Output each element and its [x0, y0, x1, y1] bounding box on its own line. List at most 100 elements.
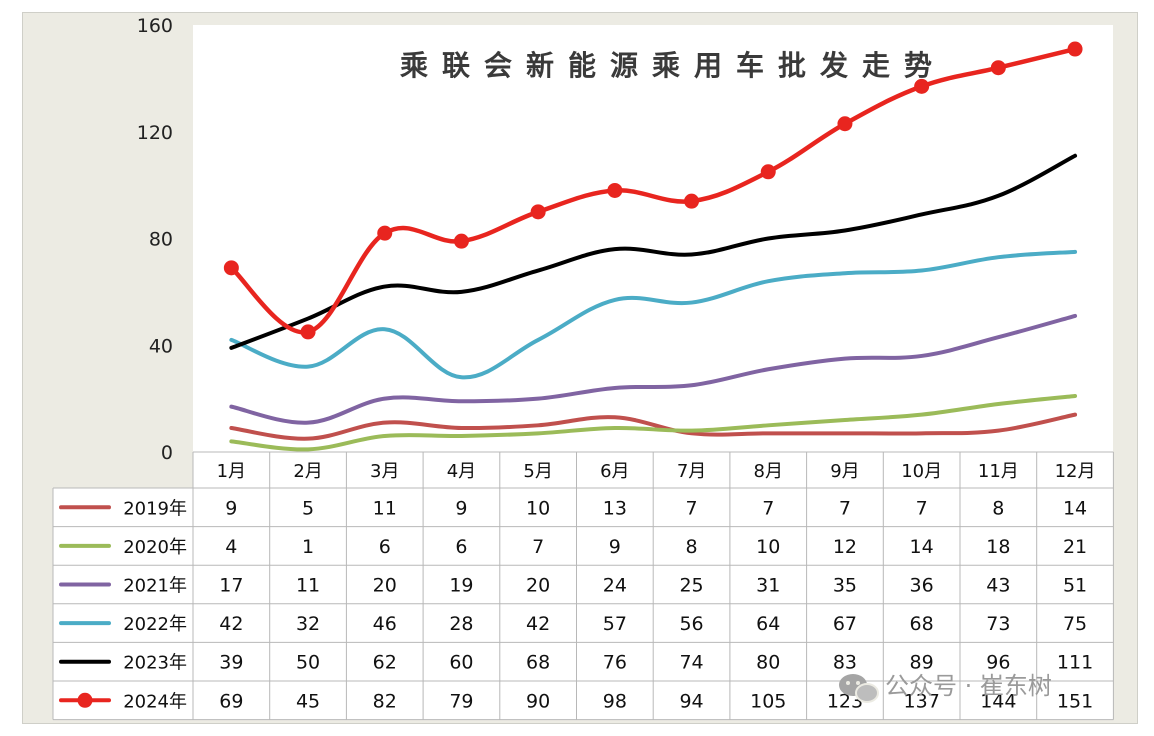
- category-label: 6月: [600, 461, 629, 482]
- data-label: 11: [296, 575, 320, 597]
- data-label: 64: [756, 613, 780, 635]
- data-label: 10: [756, 536, 780, 558]
- data-label: 7: [762, 497, 774, 519]
- series-line: [229, 153, 1078, 350]
- series-2023年: [229, 153, 1078, 350]
- data-label: 19: [449, 575, 473, 597]
- category-label: 10月: [901, 461, 942, 482]
- series-2020年: [229, 393, 1078, 452]
- data-label: 7: [686, 497, 698, 519]
- y-tick-label: 80: [149, 229, 173, 251]
- data-label: 51: [1063, 575, 1087, 597]
- data-label: 83: [833, 652, 857, 674]
- data-label: 151: [1057, 690, 1093, 712]
- data-label: 137: [904, 690, 940, 712]
- data-label: 11: [373, 497, 397, 519]
- series-line: [229, 412, 1078, 441]
- series-2022年: [229, 249, 1078, 380]
- legend-marker: [77, 692, 93, 708]
- data-label: 60: [449, 652, 473, 674]
- series-2021年: [229, 313, 1078, 425]
- data-label: 89: [910, 652, 934, 674]
- data-label: 45: [296, 690, 320, 712]
- data-label: 90: [526, 690, 550, 712]
- category-label: 11月: [978, 461, 1019, 482]
- data-label: 20: [526, 575, 550, 597]
- category-label: 7月: [677, 461, 706, 482]
- data-label: 68: [526, 652, 550, 674]
- chart-frame: 乘联会新能源乘用车批发走势 0 40 80 120 160 1月 2月 3月 4月 5月 6月 7月…: [22, 12, 1138, 724]
- data-label: 76: [603, 652, 627, 674]
- data-label: 9: [225, 497, 237, 519]
- data-label: 31: [756, 575, 780, 597]
- data-label: 5: [302, 497, 314, 519]
- data-label: 50: [296, 652, 320, 674]
- y-tick-label: 120: [137, 122, 173, 144]
- data-label: 56: [679, 613, 703, 635]
- data-label: 82: [373, 690, 397, 712]
- data-label: 98: [603, 690, 627, 712]
- category-label: 4月: [447, 461, 476, 482]
- data-point: [684, 193, 700, 209]
- series-label: 2021年: [123, 576, 187, 597]
- data-label: 144: [980, 690, 1016, 712]
- data-label: 39: [219, 652, 243, 674]
- y-tick-label: 0: [161, 442, 173, 464]
- series-label: 2019年: [123, 498, 187, 519]
- data-label: 13: [603, 497, 627, 519]
- data-label: 25: [679, 575, 703, 597]
- data-point: [837, 116, 853, 132]
- data-label: 69: [219, 690, 243, 712]
- data-point: [377, 225, 393, 241]
- data-label: 9: [609, 536, 621, 558]
- chart-title: 乘联会新能源乘用车批发走势: [400, 49, 946, 82]
- data-label: 46: [373, 613, 397, 635]
- data-label: 9: [455, 497, 467, 519]
- data-point: [300, 324, 316, 340]
- data-label: 21: [1063, 536, 1087, 558]
- category-label: 3月: [370, 461, 399, 482]
- watermark-text: 公众号 · 崔东树: [885, 672, 1052, 700]
- data-label: 20: [373, 575, 397, 597]
- plot-area: [193, 25, 1113, 452]
- data-label: 32: [296, 613, 320, 635]
- category-label: 12月: [1055, 461, 1096, 482]
- data-point: [453, 233, 469, 249]
- data-label: 6: [455, 536, 467, 558]
- data-label: 94: [679, 690, 703, 712]
- data-label: 42: [219, 613, 243, 635]
- data-label: 7: [839, 497, 851, 519]
- data-label: 57: [603, 613, 627, 635]
- data-label: 105: [750, 690, 786, 712]
- data-point: [607, 182, 623, 198]
- data-point: [223, 260, 239, 276]
- series-2024年: [223, 41, 1083, 340]
- series-label: 2023年: [123, 653, 187, 674]
- data-label: 8: [992, 497, 1004, 519]
- data-label: 28: [449, 613, 473, 635]
- data-label: 96: [986, 652, 1010, 674]
- data-label: 1: [302, 536, 314, 558]
- data-label: 73: [986, 613, 1010, 635]
- data-label: 79: [449, 690, 473, 712]
- category-label: 8月: [754, 461, 783, 482]
- category-label: 5月: [523, 461, 552, 482]
- series-label: 2020年: [123, 537, 187, 558]
- data-label: 67: [833, 613, 857, 635]
- series-line: [229, 313, 1078, 425]
- data-label: 14: [1063, 497, 1087, 519]
- data-label: 111: [1057, 652, 1093, 674]
- data-label: 24: [603, 575, 627, 597]
- series-label: 2022年: [123, 614, 187, 635]
- data-point: [990, 60, 1006, 76]
- data-label: 12: [833, 536, 857, 558]
- data-label: 10: [526, 497, 550, 519]
- data-label: 7: [532, 536, 544, 558]
- data-point: [760, 164, 776, 180]
- data-label: 17: [219, 575, 243, 597]
- series-label: 2024年: [123, 691, 187, 712]
- data-label: 18: [986, 536, 1010, 558]
- y-tick-label: 40: [149, 335, 173, 357]
- data-label: 36: [910, 575, 934, 597]
